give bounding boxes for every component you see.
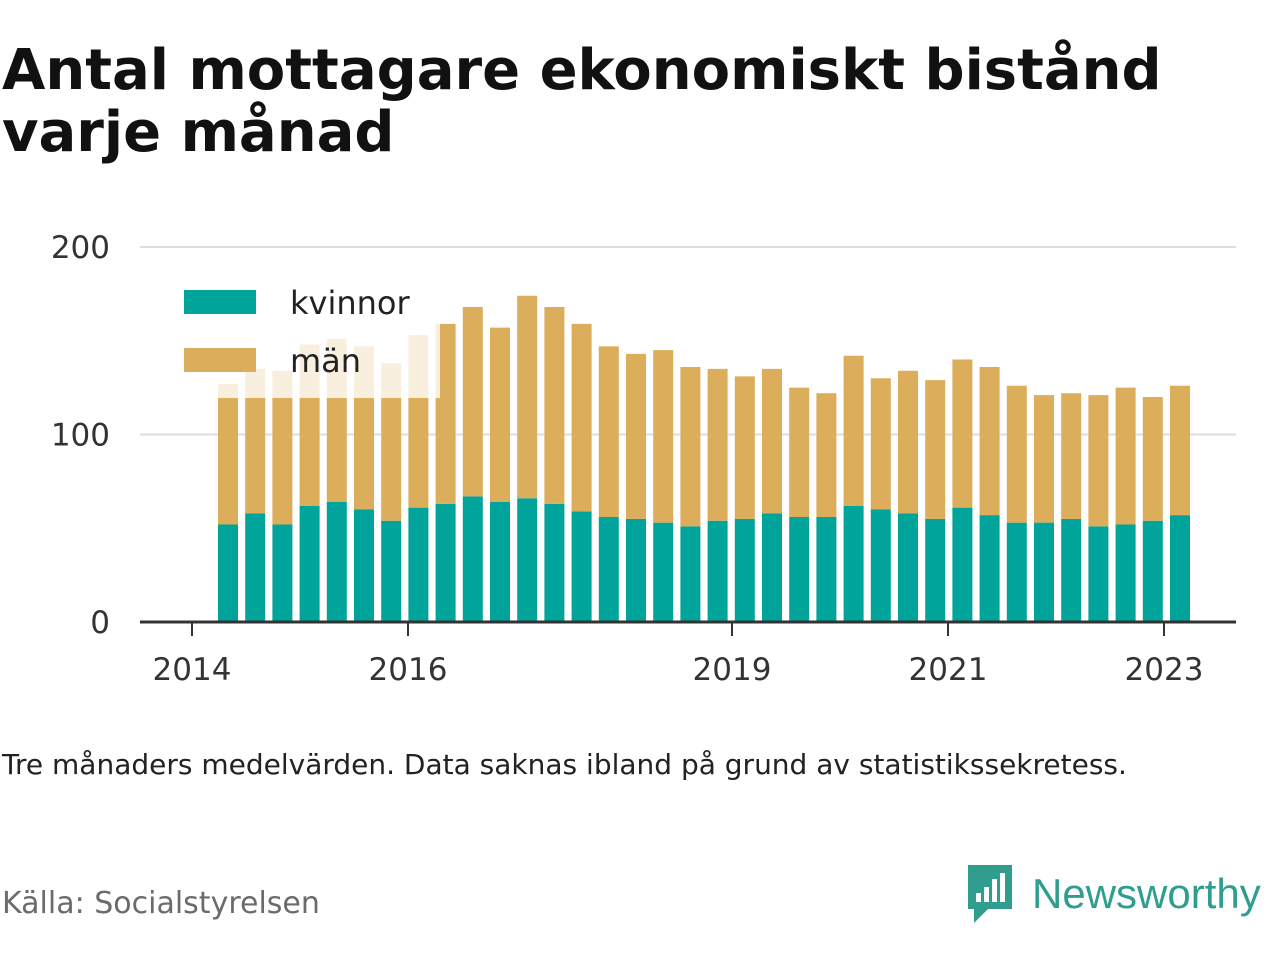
bar-man (762, 368, 782, 514)
bar-man (789, 387, 810, 517)
bar-kvinnor (462, 496, 483, 622)
bar-man (1061, 393, 1082, 519)
x-tick-label: 2016 (369, 652, 448, 688)
bar-man (598, 346, 619, 517)
bar-man (1170, 385, 1190, 516)
brand-name: Newsworthy (1032, 870, 1261, 917)
bar-man (870, 378, 891, 510)
bar-kvinnor (1034, 522, 1054, 622)
bar-kvinnor (680, 526, 701, 622)
bar-kvinnor (354, 509, 374, 622)
chart-title: Antal mottagare ekonomiskt bistånd varje… (2, 38, 1162, 165)
bar-man (707, 368, 728, 521)
source-note: Källa: Socialstyrelsen (2, 886, 320, 921)
axis-layer: 0 100 200 2014 2016 2019 2021 2023 (51, 230, 1236, 688)
brand-logo[interactable]: Newsworthy (964, 862, 1261, 926)
chart-caption: Tre månaders medelvärden. Data saknas ib… (2, 748, 1127, 781)
bar-man (1142, 397, 1163, 521)
bar-kvinnor (789, 517, 810, 622)
bar-layer (218, 295, 1190, 622)
y-tick-label: 200 (51, 230, 110, 266)
legend-swatch-kvinnor (184, 290, 256, 314)
bar-man (1115, 387, 1136, 525)
bar-man (245, 368, 266, 514)
bar-man (435, 323, 456, 504)
bar-man (626, 353, 646, 519)
bar-man (381, 363, 402, 521)
legend-swatch-man (184, 348, 256, 372)
bar-kvinnor (408, 507, 429, 622)
bar-man (517, 295, 538, 499)
bar-kvinnor (653, 522, 674, 622)
bar-man (1088, 395, 1109, 527)
bar-kvinnor (1142, 520, 1163, 622)
bar-kvinnor (762, 513, 782, 622)
bar-kvinnor (435, 503, 456, 622)
bar-kvinnor (598, 517, 619, 622)
bar-kvinnor (952, 507, 973, 622)
bar-man (272, 370, 293, 525)
bar-man (1034, 395, 1054, 523)
bar-kvinnor (707, 520, 728, 622)
bar-kvinnor (1170, 515, 1190, 622)
bar-kvinnor (925, 518, 946, 622)
bar-kvinnor (626, 518, 646, 622)
bar-man (218, 383, 238, 525)
bar-kvinnor (898, 513, 918, 622)
bar-kvinnor (544, 503, 565, 622)
x-tick-label: 2014 (153, 652, 232, 688)
bar-man (680, 367, 701, 527)
bar-kvinnor (299, 505, 320, 622)
bar-kvinnor (843, 505, 864, 622)
bar-kvinnor (1061, 518, 1082, 622)
bar-kvinnor (490, 502, 510, 622)
newsworthy-logo-icon (968, 865, 1012, 923)
bar-kvinnor (245, 513, 266, 622)
bar-kvinnor (870, 509, 891, 622)
bar-kvinnor (326, 502, 347, 622)
x-tick-label: 2021 (909, 652, 988, 688)
bar-man (571, 323, 592, 512)
legend-label: kvinnor (290, 284, 411, 322)
bar-man (898, 370, 918, 514)
x-tick-label: 2019 (693, 652, 772, 688)
bar-man (816, 393, 837, 517)
y-tick-label: 0 (90, 605, 110, 641)
bar-man (544, 307, 565, 504)
bar-man (734, 376, 755, 519)
bar-kvinnor (381, 520, 402, 622)
bar-man (1006, 385, 1027, 523)
bar-kvinnor (734, 518, 755, 622)
bar-kvinnor (218, 524, 238, 622)
bar-man (490, 327, 510, 502)
x-tick-label: 2023 (1125, 652, 1204, 688)
bar-man (925, 380, 946, 519)
stacked-bar-chart: 0 100 200 2014 2016 2019 2021 2023 kvinnor män (51, 230, 1236, 688)
legend: kvinnor män (172, 270, 440, 398)
bar-kvinnor (571, 511, 592, 622)
y-tick-label: 100 (51, 418, 110, 454)
bar-kvinnor (1006, 522, 1027, 622)
bar-kvinnor (816, 517, 837, 622)
bar-kvinnor (979, 515, 1000, 622)
bar-man (952, 359, 973, 508)
bar-man (979, 367, 1000, 516)
bar-kvinnor (1115, 524, 1136, 622)
bar-kvinnor (272, 524, 293, 622)
bar-man (843, 355, 864, 506)
bar-man (653, 350, 674, 523)
bar-man (462, 307, 483, 497)
bar-kvinnor (517, 498, 538, 622)
legend-label: män (290, 342, 361, 380)
bar-kvinnor (1088, 526, 1109, 622)
